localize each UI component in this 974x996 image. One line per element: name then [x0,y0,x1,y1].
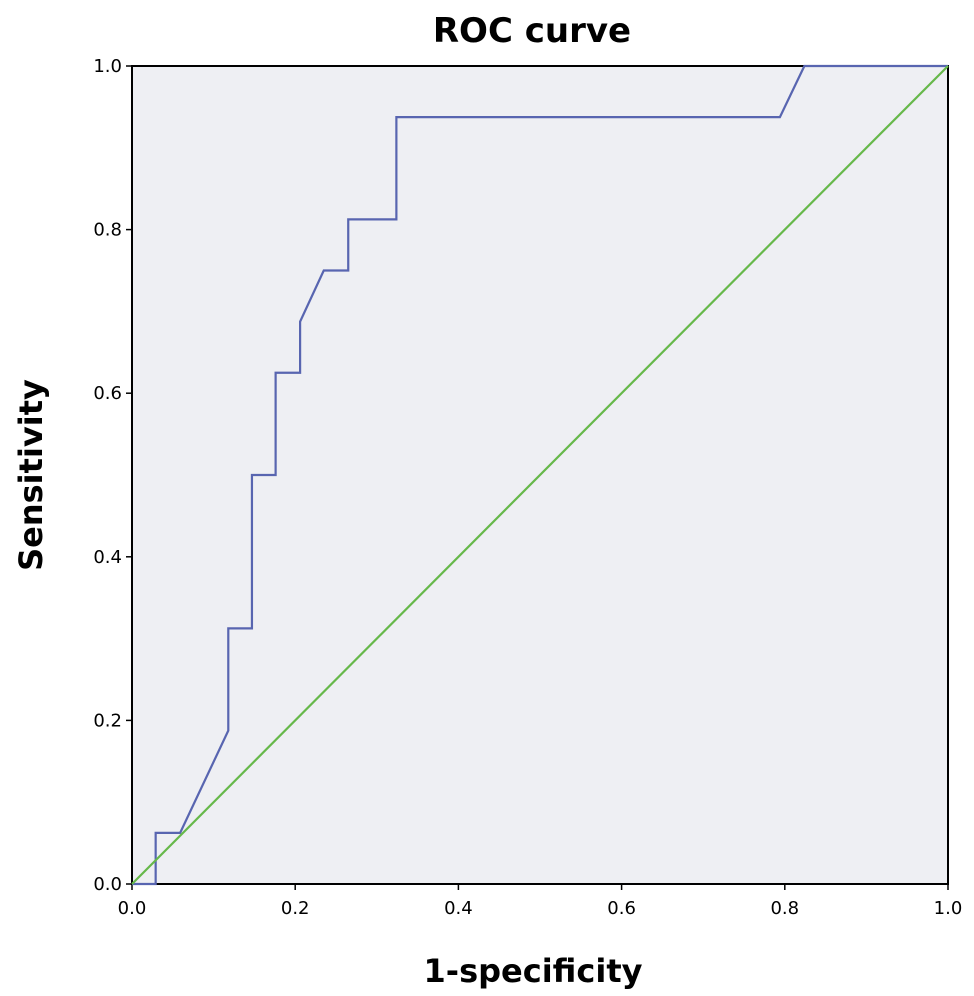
x-tick-label: 0.0 [118,898,147,919]
reference-diagonal-line [131,65,949,885]
x-tick-label: 0.6 [607,898,636,919]
y-tick-label: 0.4 [93,547,122,568]
x-tick-label: 0.2 [281,898,310,919]
y-tick-label: 0.6 [93,383,122,404]
chart-title: ROC curve [433,11,631,51]
x-tick-label: 1.0 [934,898,963,919]
y-axis-ticks: 0.0 0.2 0.4 0.6 0.8 1.0 [93,56,132,895]
series-group [131,64,949,886]
x-tick-label: 0.8 [770,898,799,919]
y-tick-label: 0.8 [93,220,122,241]
y-tick-label: 1.0 [93,56,122,77]
x-axis-ticks: 0.0 0.2 0.4 0.6 0.8 1.0 [118,884,963,919]
y-axis-label: Sensitivity [12,379,50,571]
y-tick-label: 0.0 [93,874,122,895]
y-tick-label: 0.2 [93,710,122,731]
roc-curve-line [132,64,948,886]
x-tick-label: 0.4 [444,898,473,919]
x-axis-label: 1-specificity [424,952,643,990]
